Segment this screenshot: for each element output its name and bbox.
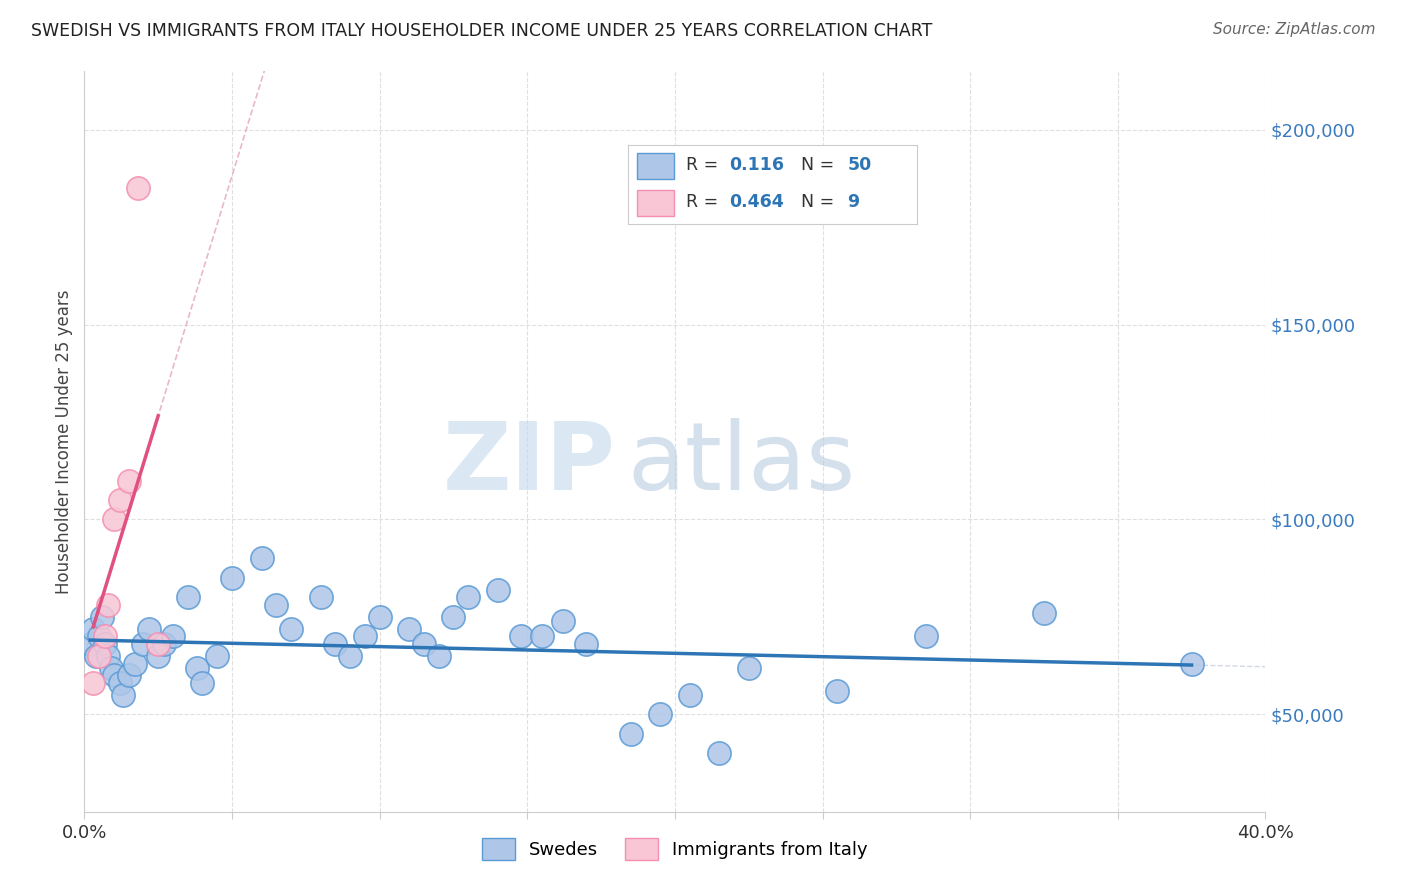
Point <box>457 591 479 605</box>
Text: 50: 50 <box>848 156 872 174</box>
Point <box>127 181 149 195</box>
Point <box>827 684 849 698</box>
Point <box>368 610 391 624</box>
Point <box>309 591 332 605</box>
Point <box>162 629 184 643</box>
Point <box>266 598 288 612</box>
Point <box>325 637 347 651</box>
Text: atlas: atlas <box>627 417 856 509</box>
Text: R =: R = <box>686 156 724 174</box>
Point <box>510 629 533 643</box>
Point <box>82 676 104 690</box>
Point <box>177 591 200 605</box>
Point <box>443 610 465 624</box>
Point <box>103 512 125 526</box>
Point <box>679 688 702 702</box>
Point <box>132 637 155 651</box>
Point <box>153 637 176 651</box>
Point <box>427 648 450 663</box>
Point <box>1033 606 1056 620</box>
Point <box>915 629 938 643</box>
Text: N =: N = <box>801 156 839 174</box>
Point <box>87 648 111 663</box>
Point <box>118 474 141 488</box>
Point <box>191 676 214 690</box>
Point <box>709 746 731 760</box>
Point <box>118 668 141 682</box>
Point <box>186 660 208 674</box>
Point <box>108 493 131 508</box>
Point <box>97 648 120 663</box>
Text: N =: N = <box>801 194 839 211</box>
Point <box>738 660 761 674</box>
Point <box>486 582 509 597</box>
Text: ZIP: ZIP <box>443 417 616 509</box>
Point <box>100 660 122 674</box>
Text: R =: R = <box>686 194 724 211</box>
Point <box>207 648 229 663</box>
Text: 9: 9 <box>848 194 859 211</box>
Point <box>82 622 104 636</box>
Text: Source: ZipAtlas.com: Source: ZipAtlas.com <box>1212 22 1375 37</box>
Point <box>575 637 598 651</box>
Point <box>84 648 107 663</box>
Point <box>650 707 672 722</box>
Point <box>87 629 111 643</box>
FancyBboxPatch shape <box>637 190 673 216</box>
Point <box>1181 657 1204 671</box>
Point <box>79 637 101 651</box>
Legend: Swedes, Immigrants from Italy: Swedes, Immigrants from Italy <box>472 830 877 870</box>
Point <box>398 622 420 636</box>
Point <box>111 688 134 702</box>
Point <box>148 648 170 663</box>
Point <box>280 622 302 636</box>
Point <box>413 637 436 651</box>
Point <box>91 610 114 624</box>
Point <box>531 629 554 643</box>
Point <box>551 614 574 628</box>
Point <box>339 648 361 663</box>
Y-axis label: Householder Income Under 25 years: Householder Income Under 25 years <box>55 289 73 594</box>
Text: SWEDISH VS IMMIGRANTS FROM ITALY HOUSEHOLDER INCOME UNDER 25 YEARS CORRELATION C: SWEDISH VS IMMIGRANTS FROM ITALY HOUSEHO… <box>31 22 932 40</box>
Point <box>124 657 146 671</box>
Point <box>221 571 243 585</box>
Point <box>108 676 131 690</box>
FancyBboxPatch shape <box>637 153 673 178</box>
Point <box>250 551 273 566</box>
Point <box>103 668 125 682</box>
Point <box>138 622 160 636</box>
Point <box>94 629 117 643</box>
Text: 0.464: 0.464 <box>730 194 783 211</box>
Point <box>148 637 170 651</box>
Point <box>97 598 120 612</box>
Point <box>94 637 117 651</box>
Text: 0.116: 0.116 <box>730 156 785 174</box>
Point <box>354 629 377 643</box>
Point <box>620 727 643 741</box>
